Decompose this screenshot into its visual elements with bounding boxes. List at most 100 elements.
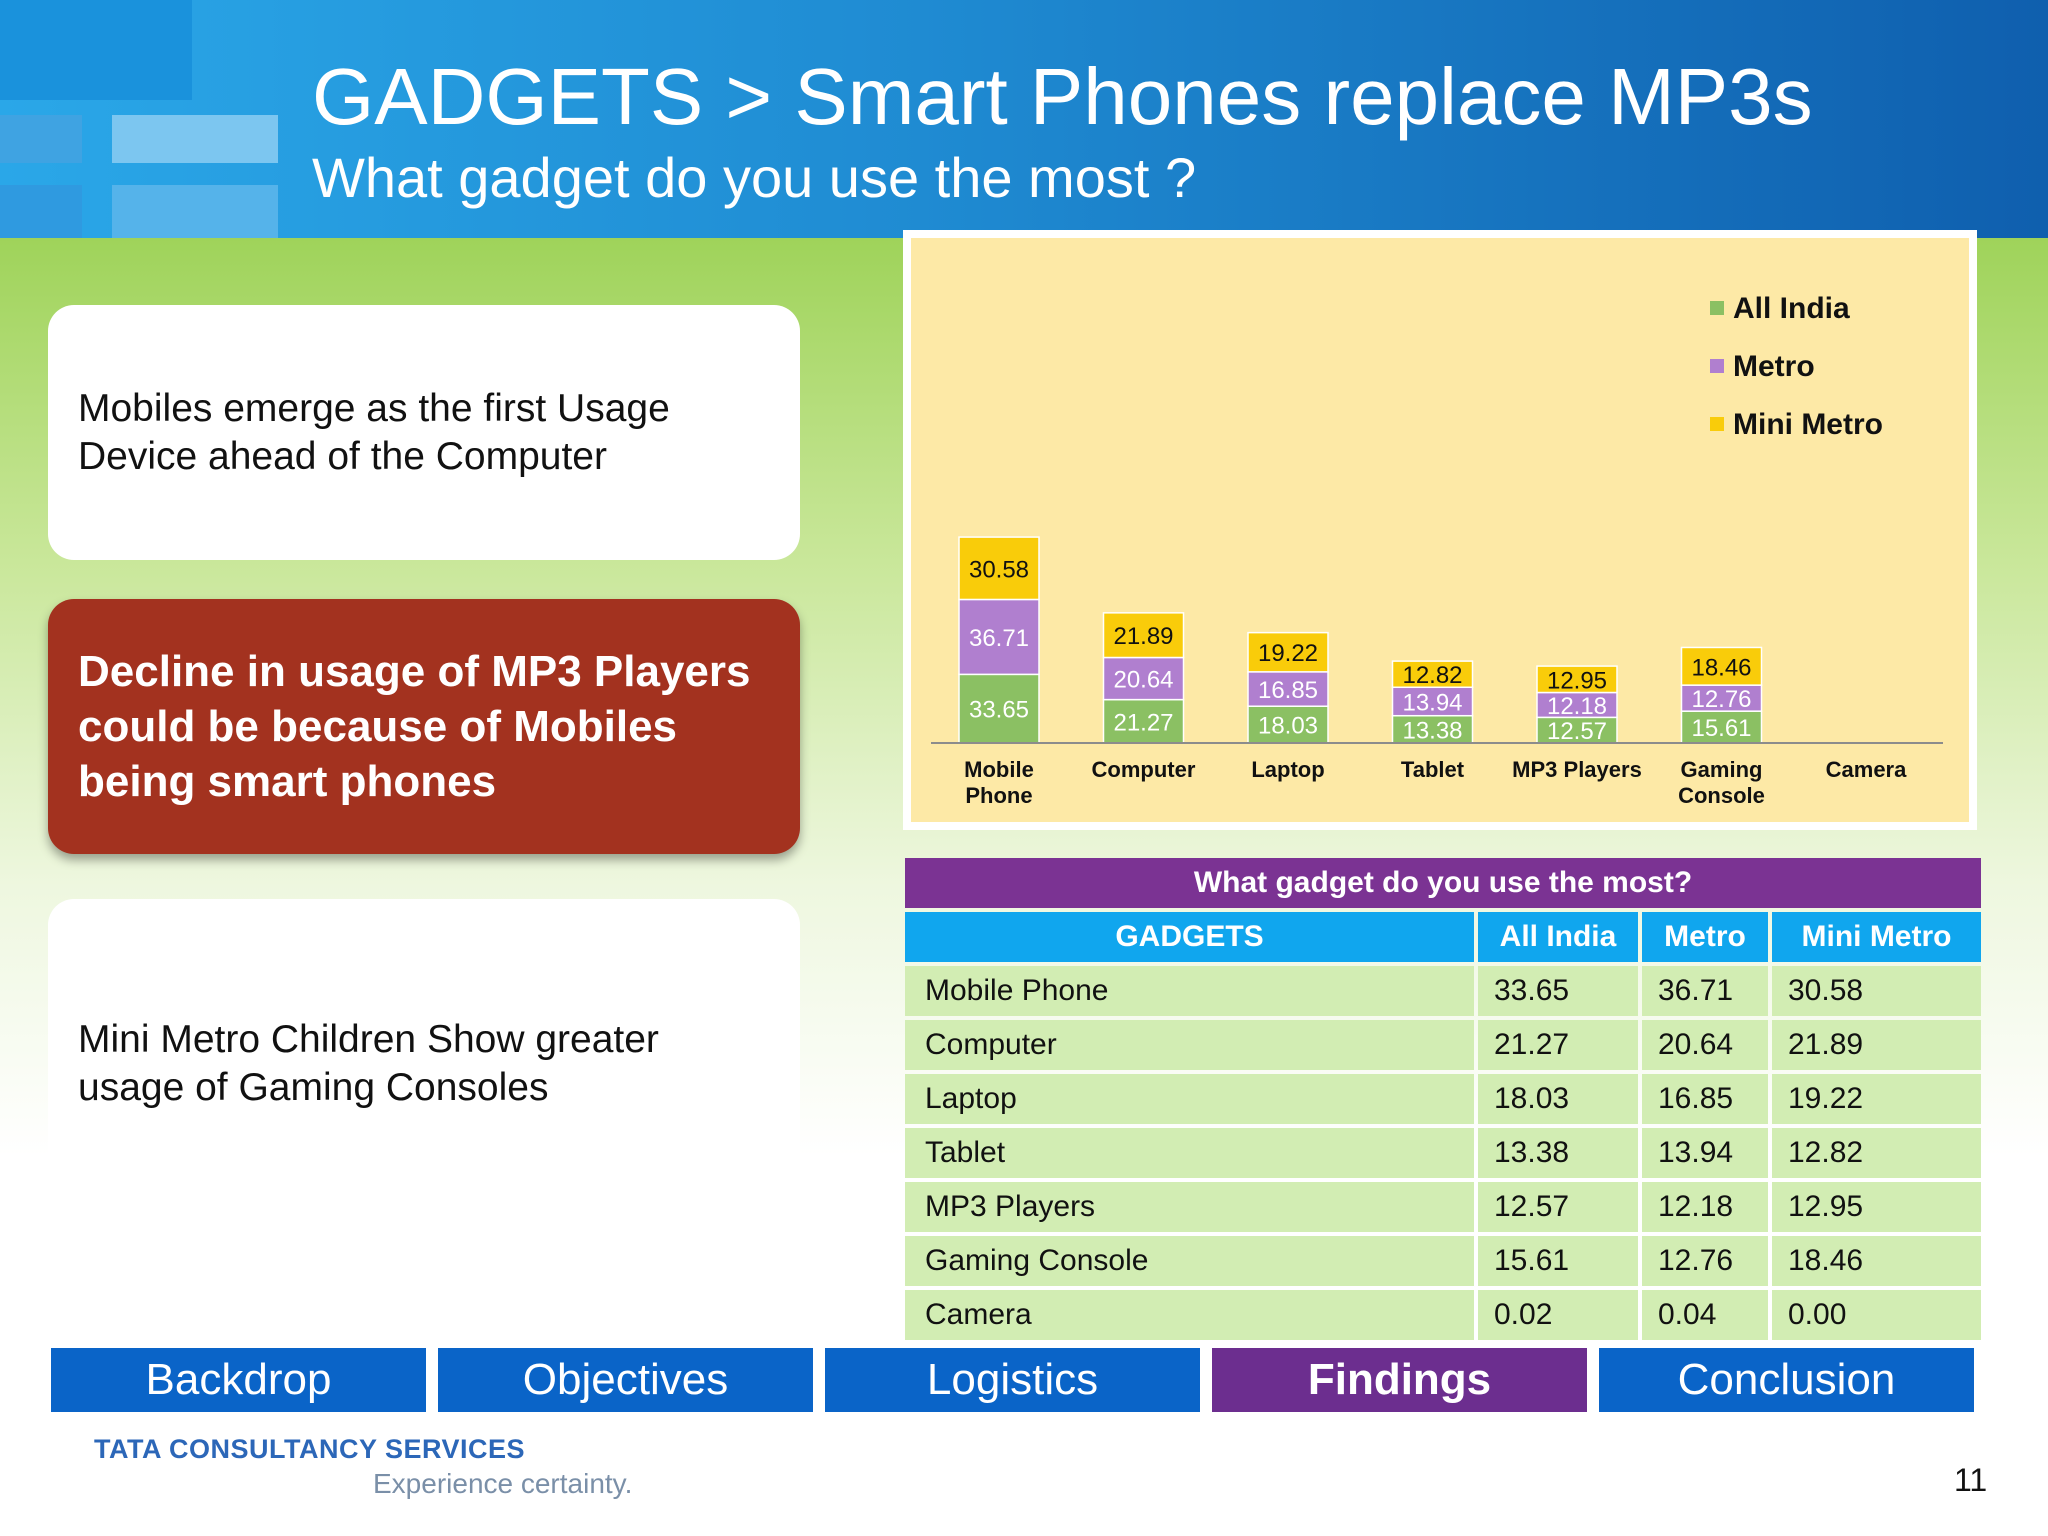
table-cell: Camera: [905, 1290, 1474, 1340]
bar-segment: [1247, 705, 1329, 744]
page-number: 11: [1954, 1462, 1988, 1498]
table-row: Camera 0.02 0.04 0.00: [905, 1290, 1981, 1340]
table-cell: 20.64: [1642, 1020, 1768, 1070]
table-cell: 13.38: [1478, 1128, 1638, 1178]
table-row: Tablet 13.38 13.94 12.82: [905, 1128, 1981, 1178]
company-tagline: Experience certainty.: [373, 1468, 633, 1499]
data-label: 12.95: [1547, 667, 1607, 694]
slide-title: GADGETS > Smart Phones replace MP3s: [312, 52, 1813, 141]
nav-objectives[interactable]: Objectives: [438, 1348, 813, 1412]
table-cell: 0.04: [1642, 1290, 1768, 1340]
data-label: 12.76: [1691, 686, 1751, 713]
table-title: What gadget do you use the most?: [905, 858, 1981, 908]
category-label: Laptop: [1251, 757, 1324, 782]
category-label: Gaming: [1681, 757, 1763, 782]
legend-label: Mini Metro: [1733, 408, 1883, 441]
data-label: 21.27: [1113, 709, 1173, 736]
table-row: Gaming Console 15.61 12.76 18.46: [905, 1236, 1981, 1286]
table-cell: 15.61: [1478, 1236, 1638, 1286]
category-label: MP3 Players: [1512, 757, 1642, 782]
chart-frame: 33.65 36.71 30.58 Mobile Phone 21.27 20.64 21.8…: [903, 230, 1977, 830]
category-label: Mobile: [964, 757, 1034, 782]
table-cell: 33.65: [1478, 966, 1638, 1016]
data-label: 19.22: [1258, 640, 1318, 667]
decor-square: [0, 0, 192, 100]
data-label: 20.64: [1113, 667, 1173, 694]
data-label: 33.65: [969, 697, 1029, 724]
legend-swatch: [1710, 417, 1724, 431]
data-label: 12.82: [1402, 662, 1462, 689]
data-label: 16.85: [1258, 677, 1318, 704]
slide-subtitle: What gadget do you use the most ?: [312, 146, 1197, 209]
table-cell: Computer: [905, 1020, 1474, 1070]
table-cell: 0.00: [1772, 1290, 1981, 1340]
bar-segment: [958, 673, 1040, 744]
table-cell: 0.02: [1478, 1290, 1638, 1340]
insight-text: Mobiles emerge as the first Usage Device…: [78, 386, 670, 478]
table-cell: 18.46: [1772, 1236, 1981, 1286]
nav-findings[interactable]: Findings: [1212, 1348, 1587, 1412]
table-cell: MP3 Players: [905, 1182, 1474, 1232]
table-cell: 18.03: [1478, 1074, 1638, 1124]
insight-box-gaming: Mini Metro Children Show greater usage o…: [48, 899, 800, 1229]
nav-logistics[interactable]: Logistics: [825, 1348, 1200, 1412]
data-label: 18.03: [1258, 713, 1318, 740]
legend-swatch: [1710, 301, 1724, 315]
nav-conclusion[interactable]: Conclusion: [1599, 1348, 1974, 1412]
legend-swatch: [1710, 359, 1724, 373]
insight-box-mobiles: Mobiles emerge as the first Usage Device…: [48, 305, 800, 560]
bar-segment: [1680, 684, 1763, 712]
legend-label: Metro: [1733, 350, 1815, 383]
bar-segment: [1536, 665, 1618, 694]
table-cell: 12.57: [1478, 1182, 1638, 1232]
insight-text: Decline in usage of MP3 Players could be…: [78, 647, 751, 806]
bar-segment: [1247, 631, 1329, 673]
decor-square: [112, 115, 278, 163]
table-header-cell: Mini Metro: [1772, 912, 1981, 962]
data-label: 18.46: [1691, 654, 1751, 681]
decor-square: [0, 115, 82, 163]
table-cell: 36.71: [1642, 966, 1768, 1016]
table-cell: Gaming Console: [905, 1236, 1474, 1286]
legend-label: All India: [1733, 292, 1850, 325]
bar-segment: [1391, 686, 1474, 717]
decor-square: [112, 185, 278, 238]
table-cell: 21.27: [1478, 1020, 1638, 1070]
table-row: Laptop 18.03 16.85 19.22: [905, 1074, 1981, 1124]
bar-segment: [1536, 716, 1618, 744]
table-header-cell: All India: [1478, 912, 1638, 962]
table-cell: 13.94: [1642, 1128, 1768, 1178]
table-cell: 19.22: [1772, 1074, 1981, 1124]
data-label: 36.71: [969, 625, 1029, 652]
table-cell: 12.95: [1772, 1182, 1981, 1232]
table-cell: 12.18: [1642, 1182, 1768, 1232]
insight-box-mp3-decline: Decline in usage of MP3 Players could be…: [48, 599, 800, 854]
data-label: 21.89: [1113, 623, 1173, 650]
table-cell: 12.76: [1642, 1236, 1768, 1286]
table-cell: Mobile Phone: [905, 966, 1474, 1016]
bar-segment: [1102, 612, 1185, 659]
category-label: Console: [1678, 783, 1765, 808]
bar-segment: [1391, 660, 1474, 689]
data-label: 15.61: [1691, 715, 1751, 742]
table-cell: 16.85: [1642, 1074, 1768, 1124]
insight-text: Mini Metro Children Show greater usage o…: [78, 1018, 659, 1109]
data-label: 12.57: [1547, 718, 1607, 745]
data-label: 13.94: [1402, 689, 1462, 716]
table-cell: Laptop: [905, 1074, 1474, 1124]
table-cell: 21.89: [1772, 1020, 1981, 1070]
category-label: Tablet: [1401, 757, 1465, 782]
table-header-cell: GADGETS: [905, 912, 1474, 962]
table-row: Mobile Phone 33.65 36.71 30.58: [905, 966, 1981, 1016]
data-label: 12.18: [1547, 693, 1607, 720]
table-cell: 30.58: [1772, 966, 1981, 1016]
table-cell: 12.82: [1772, 1128, 1981, 1178]
bar-segment: [1680, 646, 1763, 686]
category-label: Camera: [1826, 757, 1907, 782]
table-cell: Tablet: [905, 1128, 1474, 1178]
nav-backdrop[interactable]: Backdrop: [51, 1348, 426, 1412]
chart-area: 33.65 36.71 30.58 Mobile Phone 21.27 20.64 21.8…: [911, 238, 1969, 822]
header-banner: GADGETS > Smart Phones replace MP3s What…: [0, 0, 2048, 238]
table-row: Computer 21.27 20.64 21.89: [905, 1020, 1981, 1070]
